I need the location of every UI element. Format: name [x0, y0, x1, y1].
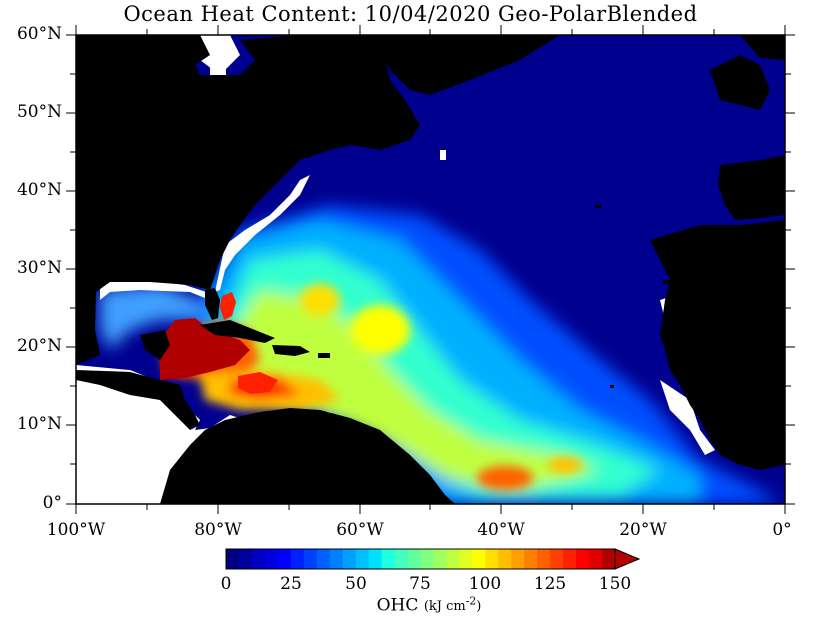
colorbar-swatch	[342, 549, 357, 569]
colorbar-swatch	[238, 549, 253, 569]
colorbar-swatch	[524, 549, 538, 569]
ohc-field-hot	[160, 292, 278, 394]
colorbar-swatch	[264, 549, 279, 569]
colorbar-swatch	[303, 549, 318, 569]
colorbar-title-close: )	[476, 599, 482, 615]
ocean-heat-content-map	[76, 35, 785, 504]
colorbar-label-100: 100	[468, 574, 502, 594]
colorbar-outline	[225, 548, 616, 570]
colorbar	[225, 548, 641, 570]
colorbar-title-unit: (kJ cm	[423, 599, 466, 615]
colorbar-swatch	[407, 549, 421, 569]
lat-label-50n: 50°N	[16, 102, 62, 122]
colorbar-swatch	[381, 549, 396, 569]
colorbar-swatch	[290, 549, 305, 569]
colorbar-swatch	[550, 549, 564, 569]
colorbar-overflow-arrow	[614, 548, 641, 570]
colorbar-title-exp: -2	[465, 595, 477, 608]
land	[76, 35, 785, 504]
colorbar-swatch	[368, 549, 383, 569]
lon-label-80w: 80°W	[194, 520, 242, 540]
lon-label-0: 0°	[772, 520, 792, 540]
lat-label-40n: 40°N	[16, 180, 62, 200]
lat-label-10n: 10°N	[16, 414, 62, 434]
lat-label-60n: 60°N	[16, 24, 62, 44]
colorbar-swatch	[485, 549, 499, 569]
colorbar-label-0: 0	[220, 574, 232, 594]
lat-label-20n: 20°N	[16, 336, 62, 356]
colorbar-swatch	[602, 549, 616, 569]
lon-label-40w: 40°W	[477, 520, 525, 540]
colorbar-swatch	[277, 549, 292, 569]
colorbar-label-75: 75	[409, 574, 431, 594]
colorbar-swatch	[329, 549, 344, 569]
colorbar-swatch	[576, 549, 590, 569]
lat-label-30n: 30°N	[16, 258, 62, 278]
lat-label-0: 0°	[42, 493, 62, 513]
colorbar-swatch	[563, 549, 577, 569]
colorbar-swatch	[316, 549, 331, 569]
colorbar-swatch	[446, 549, 460, 569]
colorbar-label-50: 50	[345, 574, 367, 594]
colorbar-swatch	[472, 549, 486, 569]
colorbar-label-25: 25	[280, 574, 302, 594]
colorbar-label-125: 125	[533, 574, 567, 594]
colorbar-swatch	[226, 549, 240, 569]
colorbar-swatch	[589, 549, 603, 569]
lon-label-60w: 60°W	[336, 520, 384, 540]
colorbar-swatch	[498, 549, 512, 569]
colorbar-swatch	[355, 549, 370, 569]
colorbar-swatch	[394, 549, 409, 569]
lon-label-20w: 20°W	[619, 520, 667, 540]
colorbar-title-main: OHC	[376, 595, 419, 616]
colorbar-swatch	[537, 549, 551, 569]
colorbar-swatch	[459, 549, 473, 569]
axis-ticks	[66, 25, 795, 514]
colorbar-swatch	[251, 549, 266, 569]
colorbar-swatch	[511, 549, 525, 569]
colorbar-swatch	[420, 549, 434, 569]
lon-label-100w: 100°W	[46, 520, 106, 540]
colorbar-title: OHC (kJ cm-2)	[0, 595, 821, 615]
colorbar-label-150: 150	[598, 574, 632, 594]
colorbar-swatch	[433, 549, 447, 569]
map-title: Ocean Heat Content: 10/04/2020 Geo-Polar…	[123, 2, 698, 26]
